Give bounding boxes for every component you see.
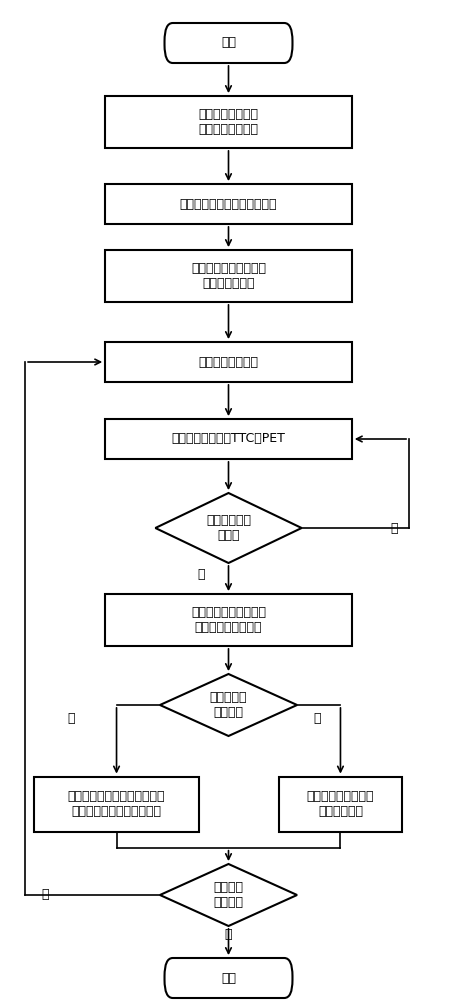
Text: 判定是否为交
通冲突: 判定是否为交 通冲突 bbox=[206, 514, 251, 542]
Polygon shape bbox=[160, 864, 297, 926]
Bar bbox=[105, 96, 352, 148]
Bar bbox=[105, 594, 352, 646]
FancyBboxPatch shape bbox=[165, 958, 292, 998]
Text: 否: 否 bbox=[391, 522, 398, 534]
Text: 统计周期内交通冲突数
计算路段交通冲突率: 统计周期内交通冲突数 计算路段交通冲突率 bbox=[191, 606, 266, 634]
Polygon shape bbox=[160, 674, 297, 736]
Bar bbox=[34, 776, 199, 832]
Text: 保持当前上游交叉口
信号控制方案: 保持当前上游交叉口 信号控制方案 bbox=[307, 790, 374, 818]
Text: 是: 是 bbox=[225, 928, 232, 942]
Text: 是: 是 bbox=[197, 568, 205, 582]
Text: 结束: 结束 bbox=[221, 972, 236, 984]
Text: 计算交通冲突指标TTC、PET: 计算交通冲突指标TTC、PET bbox=[171, 432, 286, 446]
FancyBboxPatch shape bbox=[165, 23, 292, 63]
Text: 设定交通冲突阈值: 设定交通冲突阈值 bbox=[198, 356, 259, 368]
Bar bbox=[105, 184, 352, 224]
Bar bbox=[105, 419, 352, 459]
Text: 否: 否 bbox=[41, 888, 48, 902]
Text: 冲突率是否
大于阈值: 冲突率是否 大于阈值 bbox=[210, 691, 247, 719]
Text: 实时传输至视频图像分析系统: 实时传输至视频图像分析系统 bbox=[180, 198, 277, 211]
Text: 开始: 开始 bbox=[221, 36, 236, 49]
Bar bbox=[105, 342, 352, 382]
Text: 是: 是 bbox=[67, 712, 74, 724]
Polygon shape bbox=[155, 493, 302, 563]
Text: 否: 否 bbox=[314, 712, 321, 724]
Text: 是否停止
装置工作: 是否停止 装置工作 bbox=[213, 881, 244, 909]
Text: 高位视频采集设备
采集路段交通信息: 高位视频采集设备 采集路段交通信息 bbox=[198, 108, 259, 136]
Text: 视频图像分析系统工作
采集交通流信息: 视频图像分析系统工作 采集交通流信息 bbox=[191, 262, 266, 290]
Text: 向上游交叉口信号机发送指令
调整方案减少下游交通流量: 向上游交叉口信号机发送指令 调整方案减少下游交通流量 bbox=[68, 790, 165, 818]
Bar bbox=[279, 776, 402, 832]
Bar bbox=[105, 250, 352, 302]
